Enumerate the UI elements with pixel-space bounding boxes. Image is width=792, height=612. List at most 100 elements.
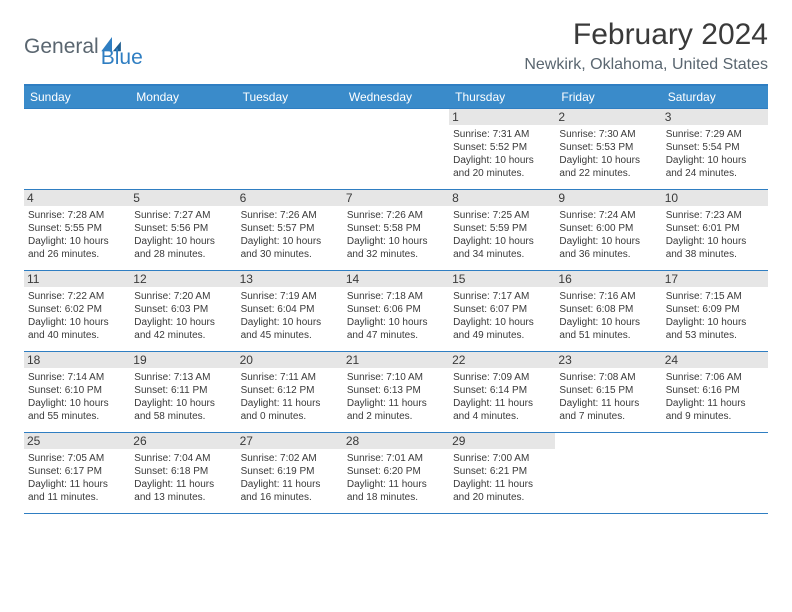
week-row: 11 Sunrise: 7:22 AMSunset: 6:02 PMDayligh… [24, 270, 768, 351]
week-row: 18Sunrise: 7:14 AMSunset: 6:10 PMDayligh… [24, 351, 768, 432]
week-row: 25 Sunrise: 7:05 AMSunset: 6:17 PMDayligh… [24, 432, 768, 514]
day-details: Sunrise: 7:15 AMSunset: 6:09 PMDaylight:… [666, 290, 764, 342]
calendar-grid: Sunday Monday Tuesday Wednesday Thursday… [24, 84, 768, 514]
day-number: 14 [343, 271, 449, 287]
day-cell: 4 Sunrise: 7:28 AMSunset: 5:55 PMDaylight… [24, 190, 130, 270]
day-details: Sunrise: 7:02 AMSunset: 6:19 PMDaylight:… [241, 452, 339, 504]
day-details: Sunrise: 7:26 AMSunset: 5:57 PMDaylight:… [241, 209, 339, 261]
day-cell [662, 433, 768, 513]
day-cell: 27 Sunrise: 7:02 AMSunset: 6:19 PMDayligh… [237, 433, 343, 513]
day-number: 4 [24, 190, 130, 206]
day-number: 24 [662, 352, 768, 368]
day-number: 22 [449, 352, 555, 368]
day-cell [130, 109, 236, 189]
day-cell: 14 Sunrise: 7:18 AMSunset: 6:06 PMDayligh… [343, 271, 449, 351]
day-number: 13 [237, 271, 343, 287]
day-cell: 12 Sunrise: 7:20 AMSunset: 6:03 PMDayligh… [130, 271, 236, 351]
day-cell: 22 Sunrise: 7:09 AMSunset: 6:14 PMDayligh… [449, 352, 555, 432]
day-details: Sunrise: 7:27 AMSunset: 5:56 PMDaylight:… [134, 209, 232, 261]
day-cell [555, 433, 661, 513]
day-details: Sunrise: 7:00 AMSunset: 6:21 PMDaylight:… [453, 452, 551, 504]
day-cell: 17 Sunrise: 7:15 AMSunset: 6:09 PMDayligh… [662, 271, 768, 351]
dayhead-friday: Friday [555, 86, 661, 108]
day-cell: 16 Sunrise: 7:16 AMSunset: 6:08 PMDayligh… [555, 271, 661, 351]
day-cell: 5 Sunrise: 7:27 AMSunset: 5:56 PMDaylight… [130, 190, 236, 270]
day-number: 15 [449, 271, 555, 287]
day-cell: 28 Sunrise: 7:01 AMSunset: 6:20 PMDayligh… [343, 433, 449, 513]
day-details: Sunrise: 7:18 AMSunset: 6:06 PMDaylight:… [347, 290, 445, 342]
logo-text-blue: Blue [101, 46, 143, 70]
day-cell: 23 Sunrise: 7:08 AMSunset: 6:15 PMDayligh… [555, 352, 661, 432]
day-number: 28 [343, 433, 449, 449]
header: General Blue February 2024 Newkirk, Okla… [24, 18, 768, 74]
day-cell [343, 109, 449, 189]
week-row: 4 Sunrise: 7:28 AMSunset: 5:55 PMDaylight… [24, 189, 768, 270]
dayhead-tuesday: Tuesday [237, 86, 343, 108]
day-cell [24, 109, 130, 189]
day-details: Sunrise: 7:31 AMSunset: 5:52 PMDaylight:… [453, 128, 551, 180]
day-cell: 10Sunrise: 7:23 AMSunset: 6:01 PMDayligh… [662, 190, 768, 270]
day-details: Sunrise: 7:05 AMSunset: 6:17 PMDaylight:… [28, 452, 126, 504]
calendar-page: General Blue February 2024 Newkirk, Okla… [0, 0, 792, 524]
logo-text-general: General [24, 35, 99, 59]
day-details: Sunrise: 7:30 AMSunset: 5:53 PMDaylight:… [559, 128, 657, 180]
day-number: 18 [24, 352, 130, 368]
weeks-container: 1 Sunrise: 7:31 AMSunset: 5:52 PMDaylight… [24, 108, 768, 514]
day-details: Sunrise: 7:17 AMSunset: 6:07 PMDaylight:… [453, 290, 551, 342]
day-details: Sunrise: 7:06 AMSunset: 6:16 PMDaylight:… [666, 371, 764, 423]
day-details: Sunrise: 7:10 AMSunset: 6:13 PMDaylight:… [347, 371, 445, 423]
day-number: 25 [24, 433, 130, 449]
day-cell: 19 Sunrise: 7:13 AMSunset: 6:11 PMDayligh… [130, 352, 236, 432]
day-number: 6 [237, 190, 343, 206]
day-details: Sunrise: 7:22 AMSunset: 6:02 PMDaylight:… [28, 290, 126, 342]
day-cell: 3Sunrise: 7:29 AMSunset: 5:54 PMDaylight… [662, 109, 768, 189]
day-number: 1 [449, 109, 555, 125]
day-number: 5 [130, 190, 236, 206]
day-cell: 15 Sunrise: 7:17 AMSunset: 6:07 PMDayligh… [449, 271, 555, 351]
day-details: Sunrise: 7:28 AMSunset: 5:55 PMDaylight:… [28, 209, 126, 261]
logo: General Blue [24, 24, 143, 70]
day-cell: 20 Sunrise: 7:11 AMSunset: 6:12 PMDayligh… [237, 352, 343, 432]
day-number: 17 [662, 271, 768, 287]
day-cell: 29 Sunrise: 7:00 AMSunset: 6:21 PMDayligh… [449, 433, 555, 513]
day-number: 26 [130, 433, 236, 449]
day-details: Sunrise: 7:08 AMSunset: 6:15 PMDaylight:… [559, 371, 657, 423]
title-block: February 2024 Newkirk, Oklahoma, United … [524, 18, 768, 74]
day-cell: 11 Sunrise: 7:22 AMSunset: 6:02 PMDayligh… [24, 271, 130, 351]
day-details: Sunrise: 7:29 AMSunset: 5:54 PMDaylight:… [666, 128, 764, 180]
day-number: 21 [343, 352, 449, 368]
day-number: 27 [237, 433, 343, 449]
day-details: Sunrise: 7:20 AMSunset: 6:03 PMDaylight:… [134, 290, 232, 342]
day-number: 11 [24, 271, 130, 287]
week-row: 1 Sunrise: 7:31 AMSunset: 5:52 PMDaylight… [24, 108, 768, 189]
day-details: Sunrise: 7:09 AMSunset: 6:14 PMDaylight:… [453, 371, 551, 423]
day-header-row: Sunday Monday Tuesday Wednesday Thursday… [24, 86, 768, 108]
day-number: 16 [555, 271, 661, 287]
day-details: Sunrise: 7:01 AMSunset: 6:20 PMDaylight:… [347, 452, 445, 504]
day-number: 23 [555, 352, 661, 368]
day-cell: 2 Sunrise: 7:30 AMSunset: 5:53 PMDaylight… [555, 109, 661, 189]
day-cell [237, 109, 343, 189]
day-number: 12 [130, 271, 236, 287]
day-number: 29 [449, 433, 555, 449]
dayhead-wednesday: Wednesday [343, 86, 449, 108]
dayhead-saturday: Saturday [662, 86, 768, 108]
day-cell: 9Sunrise: 7:24 AMSunset: 6:00 PMDaylight… [555, 190, 661, 270]
day-cell: 21 Sunrise: 7:10 AMSunset: 6:13 PMDayligh… [343, 352, 449, 432]
day-details: Sunrise: 7:11 AMSunset: 6:12 PMDaylight:… [241, 371, 339, 423]
day-number: 8 [449, 190, 555, 206]
location-label: Newkirk, Oklahoma, United States [524, 56, 768, 74]
day-details: Sunrise: 7:19 AMSunset: 6:04 PMDaylight:… [241, 290, 339, 342]
day-details: Sunrise: 7:16 AMSunset: 6:08 PMDaylight:… [559, 290, 657, 342]
day-cell: 7 Sunrise: 7:26 AMSunset: 5:58 PMDaylight… [343, 190, 449, 270]
dayhead-sunday: Sunday [24, 86, 130, 108]
day-cell: 6 Sunrise: 7:26 AMSunset: 5:57 PMDaylight… [237, 190, 343, 270]
day-details: Sunrise: 7:26 AMSunset: 5:58 PMDaylight:… [347, 209, 445, 261]
day-details: Sunrise: 7:13 AMSunset: 6:11 PMDaylight:… [134, 371, 232, 423]
day-details: Sunrise: 7:25 AMSunset: 5:59 PMDaylight:… [453, 209, 551, 261]
day-number: 10 [662, 190, 768, 206]
day-number: 2 [555, 109, 661, 125]
day-number: 20 [237, 352, 343, 368]
day-number: 19 [130, 352, 236, 368]
day-number: 7 [343, 190, 449, 206]
